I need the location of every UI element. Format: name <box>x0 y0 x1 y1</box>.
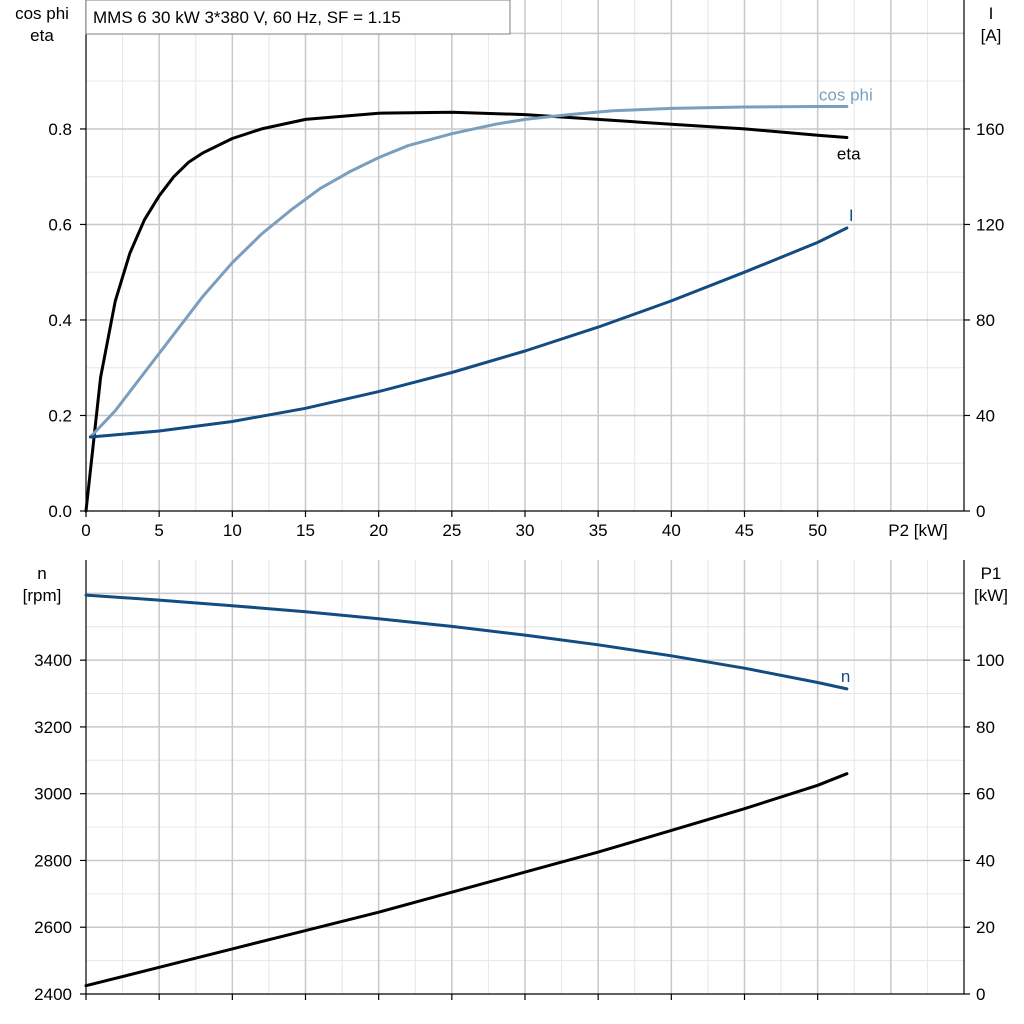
x-tick-label: 10 <box>223 521 242 540</box>
x-axis-label: P2 [kW] <box>888 521 948 540</box>
y-left-tick-label: 0.2 <box>48 406 72 425</box>
top-chart-cosphi-eta-current: 0.0 0.2 0.4 0.6 0.8 0 40 80 120 160 0 5 10 15 20 25 30 35… <box>15 0 1004 540</box>
y-left-tick-label: 2600 <box>34 918 72 937</box>
x-tick-label: 5 <box>154 521 163 540</box>
y-right-tick-label: 20 <box>976 918 995 937</box>
series-label-cos-phi: cos phi <box>819 85 873 104</box>
right-axis-title: [kW] <box>974 586 1008 605</box>
y-left-tick-label: 0.6 <box>48 215 72 234</box>
left-axis-title: n <box>37 564 46 583</box>
chart-title-box: MMS 6 30 kW 3*380 V, 60 Hz, SF = 1.15 <box>85 0 511 35</box>
y-left-tick-label: 0.0 <box>48 502 72 521</box>
bottom-chart-speed-power: 2400 2600 2800 3000 3200 3400 0 20 40 60 80 100 n [rp… <box>23 560 1008 1004</box>
y-left-tick-label: 3000 <box>34 785 72 804</box>
series-line-i <box>88 226 849 439</box>
series-line-eta <box>84 110 849 513</box>
title-box-frame <box>85 0 511 35</box>
y-right-tick-label: 120 <box>976 215 1004 234</box>
y-right-tick-label: 0 <box>976 985 985 1004</box>
y-left-tick-label: 2400 <box>34 985 72 1004</box>
x-tick-label: 45 <box>735 521 754 540</box>
x-tick-label: 0 <box>81 521 90 540</box>
y-right-tick-label: 0 <box>976 502 985 521</box>
series-line-cos-phi <box>88 105 849 439</box>
series-label-i: I <box>849 206 854 225</box>
right-axis-title: P1 <box>981 564 1002 583</box>
y-right-tick-label: 80 <box>976 718 995 737</box>
x-tick-label: 20 <box>369 521 388 540</box>
x-tick-label: 40 <box>662 521 681 540</box>
x-tick-label: 15 <box>296 521 315 540</box>
chart-title: MMS 6 30 kW 3*380 V, 60 Hz, SF = 1.15 <box>93 8 401 27</box>
y-left-tick-label: 2800 <box>34 851 72 870</box>
y-left-tick-label: 0.4 <box>48 311 72 330</box>
y-right-tick-label: 40 <box>976 851 995 870</box>
left-axis-title: eta <box>30 26 54 45</box>
y-right-tick-label: 60 <box>976 785 995 804</box>
x-tick-label: 50 <box>808 521 827 540</box>
series-line-p1 <box>84 772 849 988</box>
x-tick-label: 35 <box>589 521 608 540</box>
y-right-tick-label: 40 <box>976 406 995 425</box>
y-left-tick-label: 3200 <box>34 718 72 737</box>
y-right-tick-label: 100 <box>976 651 1004 670</box>
y-left-tick-label: 0.8 <box>48 120 72 139</box>
series-label-n: n <box>841 667 850 686</box>
x-tick-label: 25 <box>442 521 461 540</box>
left-axis-title: cos phi <box>15 4 69 23</box>
x-tick-label: 30 <box>516 521 535 540</box>
y-right-tick-label: 160 <box>976 120 1004 139</box>
top-grid <box>86 0 964 511</box>
right-axis-title: I <box>989 4 994 23</box>
y-right-tick-label: 80 <box>976 311 995 330</box>
left-axis-title: [rpm] <box>23 586 62 605</box>
series-label-eta: eta <box>837 145 861 164</box>
bottom-grid <box>86 560 964 994</box>
series-line-n <box>84 593 849 691</box>
y-left-tick-label: 3400 <box>34 651 72 670</box>
right-axis-title: [A] <box>981 26 1002 45</box>
